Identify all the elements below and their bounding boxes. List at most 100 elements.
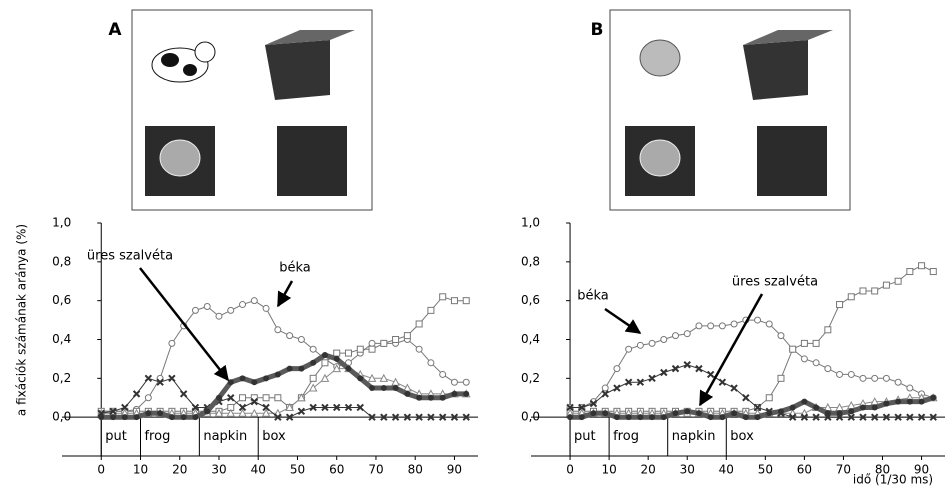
point: [168, 414, 175, 421]
x-tick-label: 30: [680, 463, 695, 477]
segment-label: frog: [144, 429, 170, 444]
point: [742, 394, 750, 402]
point: [871, 404, 878, 411]
point: [310, 359, 317, 366]
point: [695, 410, 702, 417]
point: [450, 297, 458, 305]
point: [356, 345, 364, 353]
stimulus-display: [131, 9, 373, 211]
point: [274, 371, 281, 378]
point: [392, 336, 400, 343]
x-tick-label: 0: [97, 463, 105, 477]
point: [836, 370, 844, 378]
point: [286, 332, 294, 340]
point: [215, 312, 223, 320]
x-tick-label: 50: [290, 463, 305, 477]
point: [368, 413, 376, 421]
point: [227, 394, 235, 402]
point: [707, 414, 714, 421]
point: [227, 379, 234, 386]
point: [894, 378, 902, 386]
series-line: [570, 395, 935, 420]
point: [578, 403, 586, 412]
point: [847, 413, 855, 421]
point: [859, 404, 866, 411]
point: [439, 370, 447, 378]
point: [578, 414, 585, 421]
x-axis-title: idő (1/30 ms): [853, 473, 933, 487]
point: [227, 306, 235, 314]
point: [730, 384, 738, 392]
point: [800, 413, 809, 421]
point: [917, 413, 926, 421]
point: [121, 403, 129, 412]
point: [333, 349, 341, 357]
point: [601, 390, 609, 398]
point: [168, 339, 176, 347]
point: [801, 398, 808, 405]
point: [859, 413, 867, 421]
point: [765, 394, 773, 402]
y-tick-label: 0,0: [521, 410, 540, 424]
point: [895, 398, 902, 405]
point: [144, 394, 152, 402]
point: [333, 403, 341, 412]
point: [144, 374, 153, 383]
point: [109, 407, 117, 416]
point: [731, 410, 738, 417]
point: [660, 336, 668, 343]
point: [332, 364, 342, 373]
point: [871, 287, 879, 295]
point: [918, 398, 925, 405]
segment-label: napkin: [203, 429, 247, 444]
point: [438, 413, 447, 421]
point: [883, 400, 890, 407]
point: [777, 374, 785, 382]
point: [848, 408, 855, 415]
point: [427, 394, 434, 401]
x-tick-label: 20: [641, 463, 656, 477]
point: [812, 359, 820, 367]
panel-label: B: [591, 20, 604, 40]
point: [813, 404, 820, 411]
y-tick-label: 0,8: [52, 254, 71, 268]
point: [391, 413, 400, 421]
y-tick-label: 0,6: [521, 293, 540, 307]
point: [380, 385, 387, 392]
point: [392, 385, 399, 392]
point: [297, 407, 306, 416]
point: [871, 374, 879, 382]
point: [145, 410, 152, 417]
point: [157, 410, 164, 417]
point: [824, 365, 832, 373]
point: [566, 403, 574, 412]
point: [800, 339, 808, 347]
point: [239, 394, 247, 402]
point: [660, 368, 668, 377]
point: [344, 349, 352, 357]
point: [379, 373, 389, 382]
x-tick-label: 30: [211, 463, 226, 477]
point: [625, 345, 633, 353]
point: [263, 375, 270, 382]
point: [812, 339, 820, 347]
point: [239, 301, 247, 309]
x-tick-label: 60: [329, 463, 344, 477]
point: [416, 394, 423, 401]
point: [309, 374, 317, 382]
point: [427, 359, 435, 367]
point: [462, 413, 470, 421]
point: [859, 374, 867, 382]
point: [226, 408, 236, 417]
x-tick-label: 70: [368, 463, 383, 477]
point: [836, 301, 844, 309]
point: [660, 414, 667, 421]
point: [415, 320, 423, 328]
point: [321, 352, 328, 359]
point: [624, 378, 633, 386]
x-tick-label: 40: [251, 463, 266, 477]
point: [204, 408, 211, 415]
point: [882, 413, 891, 421]
point: [132, 390, 141, 398]
